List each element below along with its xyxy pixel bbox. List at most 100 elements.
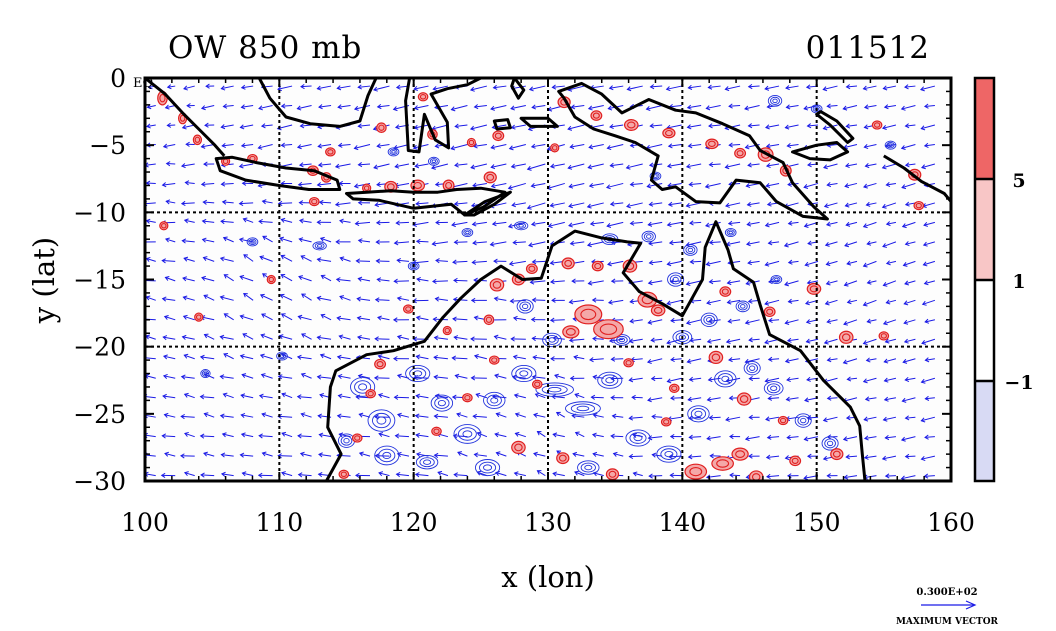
wind-vector-head [223, 274, 229, 279]
wind-vector-head [647, 280, 653, 286]
wind-vector-head [297, 181, 303, 188]
wind-vector-head [822, 125, 828, 131]
wind-vector-head [184, 431, 189, 437]
positive-contour-inner [671, 385, 678, 392]
wind-vector-head [509, 298, 515, 304]
wind-vector [688, 85, 702, 89]
negative-contour [641, 230, 656, 243]
wind-vector-head [299, 451, 305, 457]
wind-vector-head [508, 261, 514, 267]
wind-vector-head [454, 373, 460, 379]
wind-vector-head [648, 260, 654, 266]
wind-vector [688, 143, 702, 147]
positive-contour-inner [464, 394, 471, 401]
wind-vector-head [317, 472, 323, 478]
wind-vector-head [924, 395, 930, 401]
wind-vector-head [183, 85, 188, 91]
wind-vector-head [471, 259, 477, 265]
wind-vector-head [240, 142, 246, 149]
wind-vector [432, 280, 448, 283]
wind-vector-head [904, 162, 910, 168]
wind-vector-head [670, 356, 675, 363]
wind-vector [278, 415, 293, 418]
wind-vector-head [453, 277, 458, 284]
wind-vector-head [240, 104, 246, 110]
wind-vector [146, 220, 156, 223]
wind-vector-head [375, 239, 380, 245]
wind-vector-head [592, 451, 598, 457]
wind-vector [725, 163, 741, 168]
wind-vector [221, 182, 234, 185]
wind-vector-head [665, 86, 671, 92]
wind-vector-head [863, 454, 869, 460]
wind-vector-head [317, 143, 323, 149]
wind-vector-head [145, 180, 151, 186]
negative-contour [749, 365, 756, 371]
wind-vector-head [626, 203, 631, 209]
negative-contour [667, 272, 685, 287]
wind-vector-head [395, 84, 401, 90]
wind-vector [184, 472, 195, 477]
wind-vector-head [651, 452, 657, 458]
wind-vector [574, 471, 585, 477]
wind-vector [863, 221, 877, 228]
positive-contour-inner [592, 112, 600, 119]
wind-vector-head [747, 298, 753, 304]
y-tick-label: −25 [73, 400, 126, 429]
wind-vector [647, 397, 663, 401]
wind-vector-head [183, 392, 189, 398]
wind-vector-head [529, 279, 535, 285]
wind-vector [921, 163, 936, 169]
wind-vector [553, 337, 565, 340]
positive-contour [402, 304, 414, 314]
wind-vector-head [591, 432, 597, 438]
wind-vector-head [296, 354, 302, 360]
positive-contour-inner [594, 262, 602, 270]
wind-vector-head [353, 105, 359, 111]
wind-vector [321, 314, 332, 321]
wind-vector-head [470, 375, 476, 381]
wind-vector-head [687, 143, 693, 149]
positive-contour [684, 463, 708, 480]
wind-vector [785, 358, 799, 363]
wind-vector-head [183, 471, 189, 477]
positive-contour [838, 330, 854, 344]
wind-vector [708, 124, 721, 127]
wind-vector-head [240, 84, 246, 90]
wind-vector-head [748, 337, 753, 343]
colorbar-label-neg1: −1 [1004, 372, 1033, 394]
wind-vector-head [507, 223, 513, 229]
wind-vector-head [568, 222, 573, 228]
wind-vector [354, 144, 371, 149]
positive-contour-inner [494, 132, 502, 139]
wind-vector [626, 202, 643, 208]
wind-vector-head [826, 395, 832, 401]
wind-vector-head [357, 276, 363, 282]
wind-vector-head [670, 317, 675, 324]
wind-vector-head [510, 336, 515, 342]
wind-vector [689, 416, 702, 419]
wind-vector-head [842, 436, 848, 442]
wind-vector [728, 319, 741, 323]
wind-vector [528, 241, 546, 246]
wind-vector [183, 85, 195, 90]
wind-vector-head [669, 433, 675, 440]
wind-vector-head [568, 203, 573, 209]
wind-vector [843, 105, 858, 110]
negative-contour [276, 351, 288, 361]
wind-vector [591, 396, 604, 399]
wind-vector [223, 105, 234, 107]
wind-vector-head [606, 223, 612, 228]
colorbar-frame [973, 76, 996, 483]
wind-vector [606, 182, 624, 189]
wind-vector [768, 241, 780, 244]
wind-vector-head [163, 315, 169, 320]
wind-vector-head [221, 142, 227, 149]
wind-vector-head [885, 260, 891, 266]
wind-vector-head [646, 358, 652, 364]
wind-vector [183, 315, 195, 321]
wind-vector-head [920, 125, 926, 131]
wind-vector [394, 182, 410, 187]
wind-vector [863, 299, 877, 306]
wind-vector-head [727, 318, 733, 324]
